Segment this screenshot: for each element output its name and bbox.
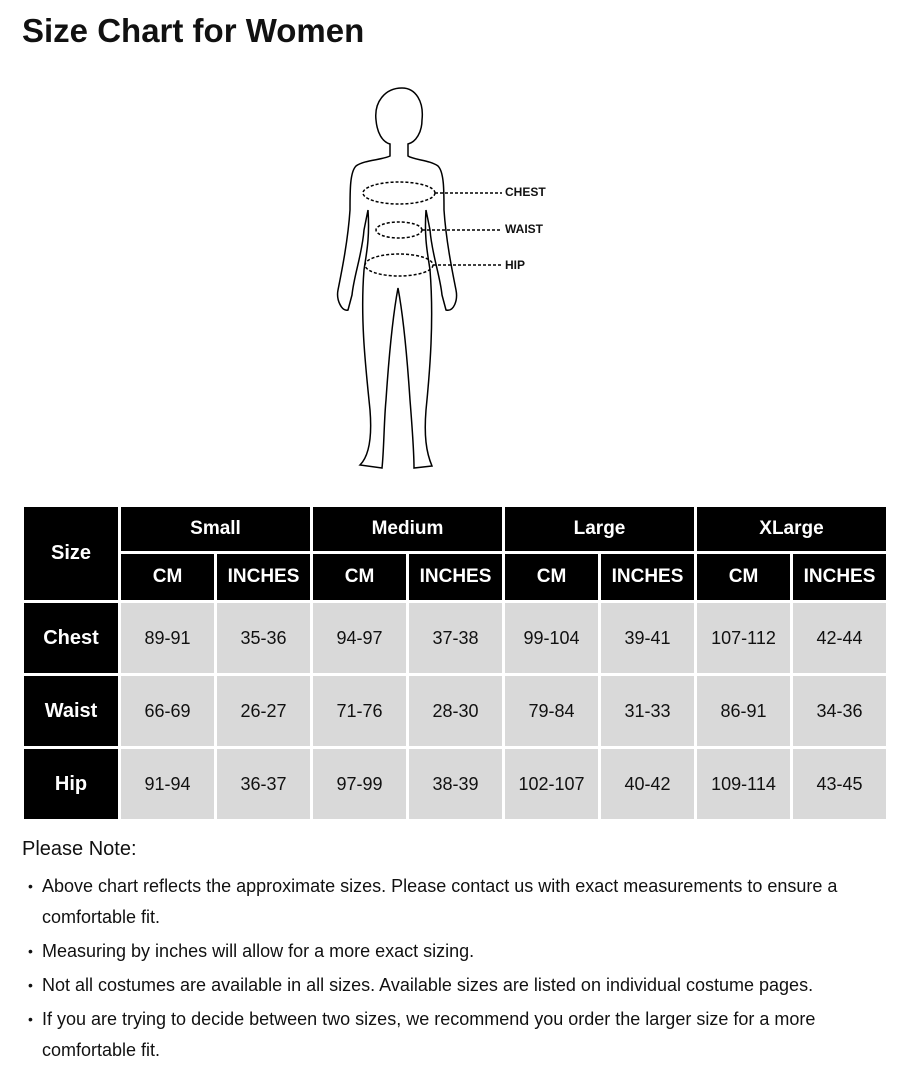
- size-header-large: Large: [505, 507, 694, 551]
- table-row-waist: Waist 66-69 26-27 71-76 28-30 79-84 31-3…: [24, 676, 886, 746]
- table-cell: 34-36: [793, 676, 886, 746]
- size-corner-header: Size: [24, 507, 118, 600]
- table-cell: 40-42: [601, 749, 694, 819]
- table-cell: 35-36: [217, 603, 310, 673]
- table-cell: 66-69: [121, 676, 214, 746]
- table-cell: 91-94: [121, 749, 214, 819]
- table-cell: 89-91: [121, 603, 214, 673]
- notes-section: Please Note: Above chart reflects the ap…: [22, 838, 892, 1069]
- note-item: If you are trying to decide between two …: [22, 1004, 892, 1066]
- table-cell: 31-33: [601, 676, 694, 746]
- row-label: Waist: [24, 676, 118, 746]
- row-label: Hip: [24, 749, 118, 819]
- size-header-row: Size Small Medium Large XLarge: [24, 507, 886, 600]
- table-cell: 38-39: [409, 749, 502, 819]
- size-header-xlarge: XLarge: [697, 507, 886, 551]
- table-cell: 79-84: [505, 676, 598, 746]
- size-table: Size Small Medium Large XLarge CM INCHES…: [21, 504, 889, 822]
- note-item: Measuring by inches will allow for a mor…: [22, 936, 892, 967]
- unit-header: INCHES: [409, 554, 502, 600]
- notes-list: Above chart reflects the approximate siz…: [22, 871, 892, 1066]
- table-cell: 109-114: [697, 749, 790, 819]
- table-cell: 43-45: [793, 749, 886, 819]
- note-item: Above chart reflects the approximate siz…: [22, 871, 892, 933]
- table-cell: 107-112: [697, 603, 790, 673]
- table-row-hip: Hip 91-94 36-37 97-99 38-39 102-107 40-4…: [24, 749, 886, 819]
- table-cell: 28-30: [409, 676, 502, 746]
- chest-label: CHEST: [505, 185, 546, 199]
- table-cell: 102-107: [505, 749, 598, 819]
- unit-header: INCHES: [217, 554, 310, 600]
- body-measurement-figure: CHEST WAIST HIP: [330, 80, 590, 480]
- table-row-chest: Chest 89-91 35-36 94-97 37-38 99-104 39-…: [24, 603, 886, 673]
- page-title: Size Chart for Women: [22, 12, 365, 49]
- unit-header: INCHES: [601, 554, 694, 600]
- unit-header: CM: [121, 554, 214, 600]
- table-cell: 71-76: [313, 676, 406, 746]
- waist-label: WAIST: [505, 222, 543, 236]
- table-cell: 26-27: [217, 676, 310, 746]
- table-cell: 39-41: [601, 603, 694, 673]
- table-cell: 36-37: [217, 749, 310, 819]
- table-cell: 94-97: [313, 603, 406, 673]
- unit-header: INCHES: [793, 554, 886, 600]
- table-cell: 99-104: [505, 603, 598, 673]
- table-cell: 42-44: [793, 603, 886, 673]
- unit-header: CM: [313, 554, 406, 600]
- notes-title: Please Note:: [22, 838, 137, 860]
- note-item: Not all costumes are available in all si…: [22, 970, 892, 1001]
- unit-header: CM: [697, 554, 790, 600]
- hip-label: HIP: [505, 258, 526, 272]
- table-cell: 37-38: [409, 603, 502, 673]
- body-silhouette-icon: [336, 87, 502, 469]
- unit-header: CM: [505, 554, 598, 600]
- table-cell: 97-99: [313, 749, 406, 819]
- size-header-small: Small: [121, 507, 310, 551]
- table-cell: 86-91: [697, 676, 790, 746]
- size-header-medium: Medium: [313, 507, 502, 551]
- row-label: Chest: [24, 603, 118, 673]
- unit-header-row: CM INCHES CM INCHES CM INCHES CM INCHES: [24, 554, 886, 600]
